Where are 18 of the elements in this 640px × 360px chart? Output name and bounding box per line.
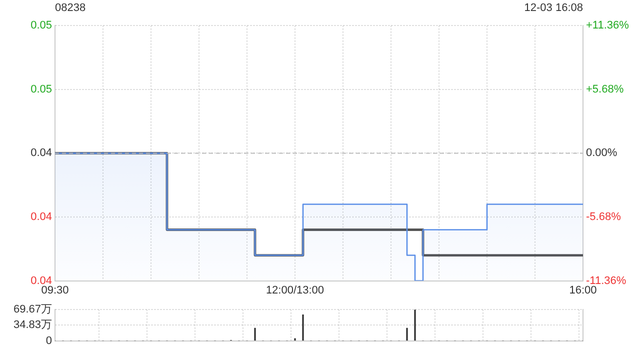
y2-tick-label: +11.36% bbox=[586, 20, 630, 32]
y-tick-label: 69.67万 bbox=[13, 304, 52, 316]
chart-subtitle: 12-03 16:08 bbox=[524, 1, 583, 16]
y-tick-label: 0.05 bbox=[30, 83, 52, 96]
chart-title: 08238 bbox=[55, 1, 86, 16]
y2-tick-label: -5.68% bbox=[586, 211, 622, 224]
x-tick-label: 16:00 bbox=[569, 284, 597, 296]
y-tick-label: 0.04 bbox=[30, 274, 52, 287]
y-tick-label: 0.04 bbox=[30, 211, 52, 224]
y2-tick-label: 0.00% bbox=[586, 147, 618, 160]
y-tick-label: 0 bbox=[46, 334, 52, 347]
y2-tick-label: +5.68% bbox=[586, 83, 624, 96]
y-tick-label: 34.83万 bbox=[13, 319, 52, 332]
x-tick-label: 12:00/13:00 bbox=[266, 284, 324, 296]
y-tick-label: 0.05 bbox=[30, 20, 52, 32]
y2-tick-label: -11.36% bbox=[586, 274, 626, 287]
x-tick-label: 09:30 bbox=[41, 284, 69, 296]
y-tick-label: 0.04 bbox=[30, 147, 52, 160]
